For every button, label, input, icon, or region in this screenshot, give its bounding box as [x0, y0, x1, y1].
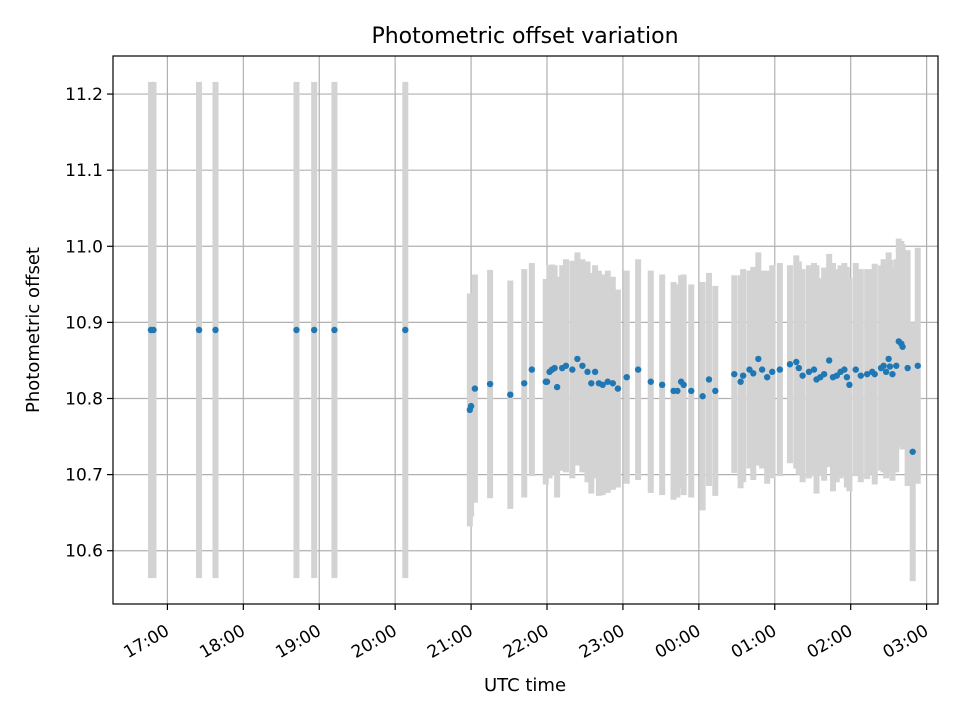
data-point: [737, 378, 744, 385]
data-point: [750, 370, 757, 377]
chart-title: Photometric offset variation: [371, 24, 678, 49]
y-tick-label: 11.2: [65, 85, 103, 105]
data-point: [739, 372, 747, 379]
data-point: [776, 366, 784, 373]
data-point: [674, 387, 681, 395]
data-point: [543, 378, 551, 385]
y-tick-label: 11.0: [65, 237, 103, 257]
x-tick-label: 17:00: [120, 621, 172, 663]
data-point: [795, 364, 803, 372]
data-point: [584, 368, 591, 376]
data-point: [899, 343, 906, 350]
data-point: [680, 381, 687, 388]
y-tick-label: 10.7: [65, 466, 103, 486]
data-point: [846, 381, 853, 388]
data-point: [647, 378, 654, 385]
x-tick-label: 20:00: [348, 621, 400, 663]
axis-ticks: 17:00 18:00 19:00 20:00 21:00 22:00 23:00 00:00…: [65, 85, 932, 663]
y-axis-label: Photometric offset: [23, 247, 44, 413]
data-point: [909, 448, 916, 455]
data-point: [293, 326, 300, 334]
data-point: [521, 380, 528, 387]
data-point: [820, 370, 828, 378]
x-axis-label: UTC time: [484, 675, 566, 696]
data-point: [857, 372, 865, 379]
data-point: [882, 368, 890, 376]
data-points: [147, 326, 921, 455]
data-point: [623, 373, 630, 381]
data-point: [331, 326, 338, 334]
data-point: [871, 370, 878, 378]
data-point: [658, 381, 666, 388]
data-point: [786, 361, 794, 368]
data-point: [904, 364, 911, 372]
data-point: [569, 366, 576, 373]
data-point: [825, 357, 833, 364]
data-point: [310, 326, 318, 334]
error-bars: [147, 81, 921, 582]
data-point: [843, 373, 851, 381]
x-tick-label: 22:00: [500, 621, 552, 663]
x-tick-label: 03:00: [880, 621, 932, 663]
data-point: [551, 364, 558, 372]
y-tick-label: 10.9: [65, 313, 103, 333]
x-tick-label: 01:00: [728, 621, 780, 663]
data-point: [810, 366, 818, 373]
x-tick-label: 19:00: [272, 621, 324, 663]
data-point: [486, 380, 494, 388]
data-point: [599, 381, 606, 388]
data-point: [705, 376, 713, 383]
y-tick-label: 10.8: [65, 390, 103, 410]
plot-frame: [112, 55, 939, 605]
data-point: [914, 362, 921, 369]
y-tick-label: 10.6: [65, 542, 103, 562]
data-point: [769, 368, 776, 376]
data-point: [699, 393, 706, 400]
x-tick-label: 21:00: [424, 621, 476, 663]
data-point: [634, 366, 642, 373]
data-point: [893, 362, 900, 369]
data-point: [588, 380, 595, 387]
data-point: [579, 362, 586, 369]
data-point: [467, 402, 475, 410]
data-point: [841, 366, 848, 373]
data-point: [402, 326, 409, 334]
data-point: [212, 326, 219, 334]
data-point: [758, 366, 766, 373]
x-tick-label: 18:00: [196, 621, 248, 663]
data-point: [863, 370, 871, 378]
data-point: [805, 368, 813, 376]
data-point: [886, 363, 894, 370]
y-tick-label: 11.1: [65, 161, 103, 181]
data-point: [712, 387, 719, 395]
data-point: [763, 373, 771, 381]
data-point: [507, 391, 514, 398]
x-tick-label: 23:00: [576, 621, 628, 663]
data-point: [889, 370, 896, 378]
data-point: [150, 326, 157, 334]
data-point: [880, 362, 887, 369]
data-point: [195, 326, 203, 334]
data-point: [852, 366, 859, 373]
data-point: [471, 385, 479, 392]
x-tick-label: 00:00: [652, 621, 704, 663]
data-point: [562, 362, 570, 369]
data-point: [614, 385, 622, 392]
data-point: [528, 366, 536, 373]
data-point: [591, 368, 599, 376]
data-point: [885, 355, 892, 363]
data-point: [553, 383, 561, 391]
data-point: [574, 355, 581, 363]
data-point: [604, 378, 611, 385]
data-point: [731, 370, 738, 378]
data-point: [688, 387, 695, 395]
data-point: [799, 372, 806, 379]
data-point: [755, 355, 762, 363]
data-point: [609, 380, 617, 387]
data-point: [793, 358, 800, 366]
x-tick-label: 02:00: [804, 621, 856, 663]
